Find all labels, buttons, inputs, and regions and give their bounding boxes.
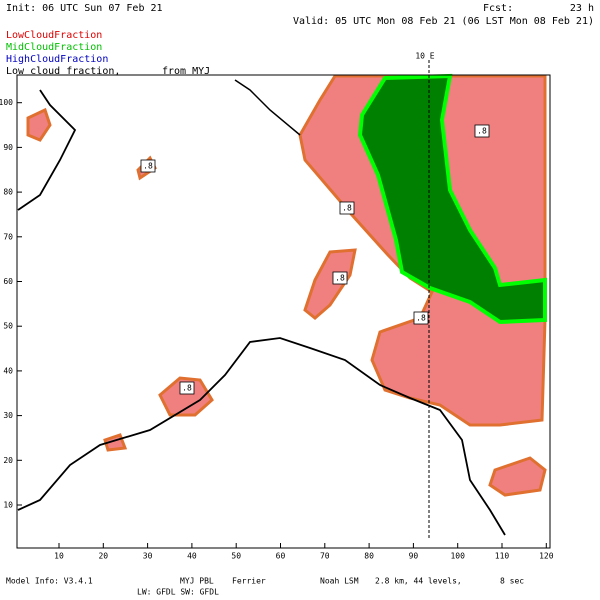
- x-tick-label: 50: [231, 552, 241, 561]
- contour-label: .8: [182, 384, 192, 393]
- y-tick-label: 60: [3, 277, 13, 286]
- y-tick-label: 80: [3, 188, 13, 197]
- contour-label: .8: [416, 314, 426, 323]
- y-tick-label: 20: [3, 456, 13, 465]
- y-tick-label: 100: [0, 98, 13, 107]
- coastline: [234, 79, 301, 136]
- contour-label: .8: [342, 204, 352, 213]
- mid-cloud-region: [357, 73, 547, 325]
- model-info: Model Info: V3.4.1: [6, 577, 93, 586]
- y-tick-label: 50: [3, 322, 13, 331]
- y-tick-label: 70: [3, 232, 13, 241]
- contour-label-box: [339, 201, 355, 215]
- forecast-hour: 23 h: [570, 3, 594, 14]
- legend-mid: MidCloudFraction: [6, 42, 102, 53]
- y-tick-label: 40: [3, 366, 13, 375]
- meridian-label: 10 E: [415, 52, 434, 61]
- x-tick-label: 60: [276, 552, 286, 561]
- legend-high: HighCloudFraction: [6, 54, 108, 65]
- map: [16, 60, 551, 549]
- contour-label: .8: [335, 274, 345, 283]
- x-tick-label: 120: [539, 552, 554, 561]
- contour-label-box: [474, 124, 490, 138]
- coastline: [17, 89, 506, 536]
- time-step: 8 sec: [500, 577, 524, 586]
- y-tick-label: 30: [3, 411, 13, 420]
- low-cloud-region: [303, 248, 357, 320]
- y-tick-label: 10: [3, 501, 13, 510]
- low-cloud-region: [26, 107, 52, 142]
- x-tick-label: 110: [495, 552, 510, 561]
- contour-label-box: [332, 271, 348, 285]
- x-tick-label: 100: [450, 552, 465, 561]
- x-tick-label: 10: [54, 552, 64, 561]
- radiation: LW: GFDL SW: GFDL: [137, 588, 219, 597]
- y-tick-label: 90: [3, 143, 13, 152]
- forecast-label: Fcst:: [483, 3, 513, 14]
- x-tick-label: 70: [320, 552, 330, 561]
- contour-label-box: [413, 311, 429, 325]
- grid-info: 2.8 km, 44 levels,: [375, 577, 462, 586]
- x-tick-label: 80: [364, 552, 374, 561]
- low-cloud-region: [488, 456, 547, 497]
- legend-low: LowCloudFraction: [6, 30, 102, 41]
- contour-label-box: [140, 159, 156, 173]
- low-cloud-region: [158, 376, 214, 417]
- contour-label: .8: [143, 162, 153, 171]
- legend-description: from MYJ: [162, 66, 210, 77]
- init-time: Init: 06 UTC Sun 07 Feb 21: [6, 3, 163, 14]
- contour-label: .8: [477, 127, 487, 136]
- x-tick-label: 40: [187, 552, 197, 561]
- pbl-scheme: MYJ PBL: [180, 577, 214, 586]
- legend-description: Low cloud fraction,: [6, 66, 120, 77]
- map-frame: [16, 74, 551, 549]
- x-tick-label: 20: [98, 552, 108, 561]
- microphysics: Ferrier: [232, 577, 266, 586]
- land-surface: Noah LSM: [320, 577, 359, 586]
- x-tick-label: 90: [409, 552, 419, 561]
- x-tick-label: 30: [143, 552, 153, 561]
- contour-label-box: [179, 381, 195, 395]
- valid-time: Valid: 05 UTC Mon 08 Feb 21 (06 LST Mon …: [293, 16, 594, 27]
